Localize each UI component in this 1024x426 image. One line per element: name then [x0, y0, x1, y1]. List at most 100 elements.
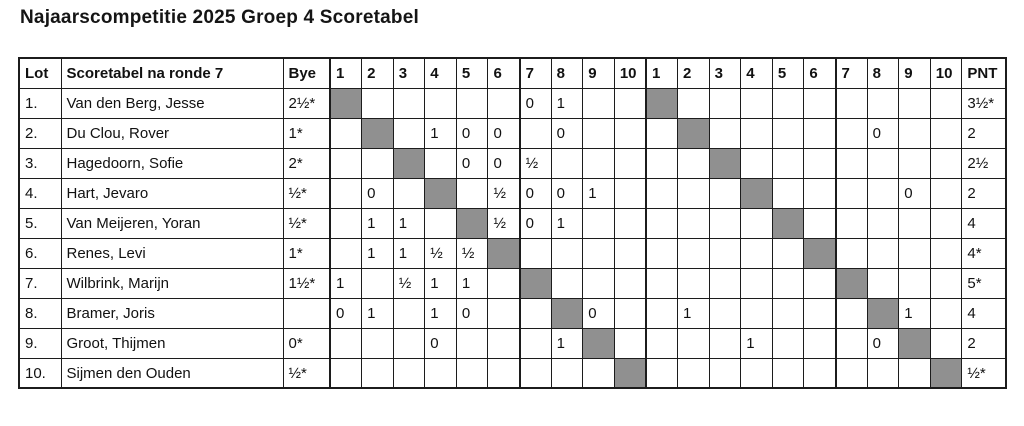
- bye-cell: 0*: [282, 327, 331, 359]
- score-cell: [740, 147, 773, 179]
- score-cell: [866, 207, 900, 239]
- table-body: 1. Van den Berg, Jesse 2½* 0 1 3½* 2. Du Clou, …: [18, 87, 1007, 389]
- lot-cell: 8.: [18, 297, 62, 329]
- table-header: Lot Scoretabel na ronde 7 Bye 1 2 3 4 5 6 7 8 9 10 1 2…: [18, 57, 1007, 89]
- player-name: Groot, Thijmen: [60, 327, 284, 359]
- score-cell: 1: [550, 207, 584, 239]
- col-header-cycle2-round-8: 8: [866, 57, 900, 89]
- score-cell: [771, 147, 805, 179]
- diagonal-cell: [550, 297, 584, 329]
- col-header-pnt: PNT: [961, 57, 1007, 89]
- table-row: 9. Groot, Thijmen 0* 0 1 1 0 2: [18, 327, 1007, 359]
- score-cell: [834, 87, 868, 119]
- score-cell: [834, 327, 868, 359]
- score-cell: [582, 87, 615, 119]
- score-cell: [613, 207, 647, 239]
- score-cell: [455, 87, 489, 119]
- score-cell: [361, 87, 394, 119]
- score-cell: [613, 177, 647, 209]
- score-cell: 0: [898, 177, 931, 209]
- score-cell: 1: [361, 207, 394, 239]
- diagonal-cell: [582, 327, 615, 359]
- score-cell: ½: [487, 207, 521, 239]
- col-header-cycle1-round-1: 1: [329, 57, 363, 89]
- col-header-cycle1-round-2: 2: [361, 57, 394, 89]
- score-cell: [392, 327, 426, 359]
- table-row: 5. Van Meijeren, Yoran ½* 1 1 ½ 0 1 4: [18, 207, 1007, 239]
- pnt-cell: 3½*: [961, 87, 1007, 119]
- score-cell: [771, 117, 805, 149]
- score-cell: [518, 297, 552, 329]
- score-cell: [392, 357, 426, 389]
- score-cell: 1: [392, 237, 426, 269]
- score-cell: [834, 177, 868, 209]
- score-cell: [613, 327, 647, 359]
- col-header-bye: Bye: [282, 57, 331, 89]
- score-cell: [803, 117, 836, 149]
- diagonal-cell: [740, 177, 773, 209]
- score-cell: [613, 237, 647, 269]
- score-cell: [361, 327, 394, 359]
- player-name: Hagedoorn, Sofie: [60, 147, 284, 179]
- score-cell: [866, 177, 900, 209]
- score-cell: [582, 267, 615, 299]
- score-cell: [392, 117, 426, 149]
- col-header-name: Scoretabel na ronde 7: [60, 57, 284, 89]
- col-header-cycle2-round-9: 9: [898, 57, 931, 89]
- score-cell: [329, 327, 363, 359]
- bye-cell: 1½*: [282, 267, 331, 299]
- table-row: 4. Hart, Jevaro ½* 0 ½ 0 0 1 0 2: [18, 177, 1007, 209]
- lot-cell: 9.: [18, 327, 62, 359]
- score-cell: [644, 297, 679, 329]
- score-cell: [644, 357, 679, 389]
- score-cell: [677, 237, 710, 269]
- score-cell: [866, 267, 900, 299]
- pnt-cell: 2: [961, 117, 1007, 149]
- score-cell: [644, 117, 679, 149]
- header-row: Lot Scoretabel na ronde 7 Bye 1 2 3 4 5 6 7 8 9 10 1 2…: [18, 57, 1007, 89]
- score-cell: [518, 237, 552, 269]
- score-cell: [677, 207, 710, 239]
- score-cell: 0: [329, 297, 363, 329]
- score-cell: 1: [550, 327, 584, 359]
- score-cell: [644, 327, 679, 359]
- score-cell: 0: [582, 297, 615, 329]
- bye-cell: 1*: [282, 237, 331, 269]
- col-header-cycle2-round-3: 3: [708, 57, 742, 89]
- score-cell: [803, 267, 836, 299]
- lot-cell: 2.: [18, 117, 62, 149]
- score-cell: [677, 147, 710, 179]
- col-header-cycle2-round-1: 1: [644, 57, 679, 89]
- score-cell: [424, 357, 457, 389]
- bye-cell: 2*: [282, 147, 331, 179]
- score-cell: [329, 207, 363, 239]
- table-row: 7. Wilbrink, Marijn 1½* 1 ½ 1 1 5*: [18, 267, 1007, 299]
- score-cell: [582, 237, 615, 269]
- col-header-cycle1-round-6: 6: [487, 57, 521, 89]
- score-cell: [613, 297, 647, 329]
- score-cell: [771, 267, 805, 299]
- pnt-cell: 4: [961, 297, 1007, 329]
- score-cell: [898, 237, 931, 269]
- score-cell: [866, 147, 900, 179]
- score-cell: [898, 267, 931, 299]
- score-cell: [392, 177, 426, 209]
- score-cell: 1: [550, 87, 584, 119]
- score-cell: 1: [424, 117, 457, 149]
- score-cell: [329, 147, 363, 179]
- score-cell: [898, 207, 931, 239]
- diagonal-cell: [329, 87, 363, 119]
- score-cell: [740, 267, 773, 299]
- score-cell: [771, 87, 805, 119]
- table-row: 6. Renes, Levi 1* 1 1 ½ ½ 4*: [18, 237, 1007, 269]
- score-cell: [866, 357, 900, 389]
- score-cell: [644, 177, 679, 209]
- score-cell: 0: [518, 177, 552, 209]
- score-cell: [708, 237, 742, 269]
- score-cell: [361, 357, 394, 389]
- score-cell: [929, 87, 963, 119]
- score-cell: [898, 147, 931, 179]
- score-cell: [518, 117, 552, 149]
- score-cell: 0: [487, 147, 521, 179]
